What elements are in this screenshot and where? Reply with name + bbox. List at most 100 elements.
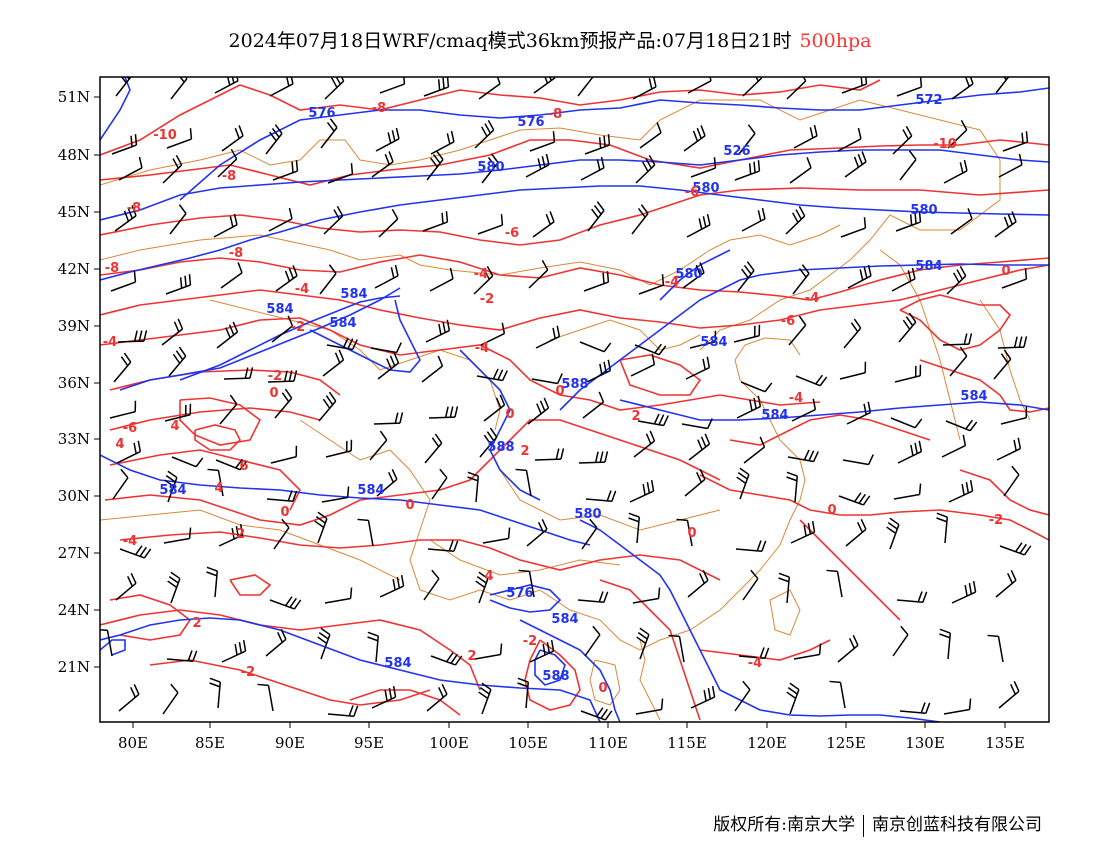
- wind-barb: [633, 430, 656, 458]
- wind-barb: [271, 315, 294, 343]
- temperature-label: -4: [665, 275, 679, 290]
- wind-barb: [113, 352, 132, 383]
- wind-barb: [998, 153, 1023, 178]
- temperature-contour: [109, 449, 301, 511]
- wind-barb: [844, 151, 867, 178]
- wind-barb: [843, 318, 862, 349]
- wind-barb: [1002, 131, 1029, 152]
- lon-tick-label: 85E: [195, 734, 225, 752]
- wind-barb: [266, 490, 298, 503]
- wind-barb: [327, 705, 359, 718]
- wind-barb: [736, 395, 762, 419]
- wind-barb: [273, 518, 290, 550]
- wind-barb: [532, 211, 555, 238]
- wind-barb: [374, 264, 399, 289]
- wind-barb: [117, 330, 148, 343]
- temperature-label: -6: [781, 314, 795, 329]
- wind-barb: [168, 346, 187, 377]
- wind-barb: [318, 391, 337, 422]
- wind-barb: [427, 540, 459, 553]
- temperature-label: -2: [989, 513, 1003, 528]
- wind-barb: [685, 356, 711, 380]
- temperature-label: 0: [280, 505, 289, 520]
- wind-barb: [837, 127, 862, 152]
- height-label: 580: [692, 181, 719, 196]
- temperature-label: -8: [127, 201, 141, 216]
- temperature-label: -4: [789, 391, 803, 406]
- wind-barb: [837, 635, 859, 663]
- lon-tick-label: 135E: [985, 734, 1025, 752]
- wind-barb: [518, 569, 535, 598]
- wind-barb: [951, 581, 977, 604]
- border-line: [299, 337, 806, 651]
- wind-barb: [220, 262, 243, 289]
- wind-barb: [170, 77, 188, 100]
- wind-barb: [326, 337, 358, 351]
- wind-barb: [894, 364, 922, 383]
- wind-barb: [474, 643, 503, 660]
- wind-barb: [743, 436, 766, 464]
- wind-barb: [474, 119, 495, 149]
- lon-tick-label: 120E: [747, 734, 787, 752]
- temperature-label: -2: [241, 665, 255, 680]
- wind-barb: [478, 682, 492, 715]
- temperature-label: 4: [484, 569, 493, 584]
- wind-barb: [636, 627, 650, 660]
- temperature-label: 6: [239, 459, 248, 474]
- wind-barb: [481, 153, 499, 184]
- lat-tick-label: 39N: [58, 317, 90, 335]
- wind-barb: [687, 77, 712, 94]
- border-line: [100, 509, 401, 581]
- height-contour: [100, 149, 1049, 221]
- wind-barb: [324, 77, 345, 100]
- wind-barb: [477, 214, 504, 235]
- wind-barb: [842, 454, 874, 466]
- wind-barb: [317, 627, 331, 660]
- height-contour: [100, 454, 591, 546]
- height-label: 588: [542, 669, 569, 684]
- pressure-level: 500hpa: [799, 30, 872, 52]
- latitude-axis: 51N 48N 45N 42N 39N 36N 33N 30N 27N 24N 21N: [58, 88, 100, 676]
- lat-tick-label: 36N: [58, 374, 90, 392]
- temperature-contour: [729, 414, 931, 446]
- wind-barb: [891, 267, 916, 292]
- wind-barb: [846, 401, 872, 425]
- lat-tick-label: 45N: [58, 203, 90, 221]
- wind-barb: [531, 373, 563, 385]
- wind-barb: [375, 127, 400, 152]
- wind-barb: [637, 413, 669, 427]
- wind-barb: [529, 640, 555, 663]
- wind-barb: [583, 271, 610, 292]
- temperature-contour: [919, 359, 1049, 413]
- wind-barb: [795, 374, 828, 387]
- temperature-label: 0: [505, 407, 514, 422]
- wind-barb: [314, 511, 328, 544]
- temperature-label: 0: [687, 526, 696, 541]
- wind-barb: [639, 122, 662, 149]
- wind-barb: [793, 643, 822, 660]
- lon-tick-label: 110E: [588, 734, 628, 752]
- lon-tick-label: 100E: [429, 734, 469, 752]
- wind-barb: [690, 157, 717, 178]
- temperature-contour: [100, 139, 1049, 186]
- wind-barb: [892, 125, 913, 155]
- wind-barb: [632, 587, 661, 604]
- wind-barb: [635, 154, 656, 184]
- copyright-text: 版权所有:南京大学: [713, 815, 855, 835]
- footer-divider: [863, 814, 864, 837]
- height-label: 526: [723, 144, 750, 159]
- wind-barb: [936, 512, 949, 544]
- wind-barbs: [100, 77, 1032, 721]
- wind-barb: [942, 333, 973, 346]
- lon-tick-label: 105E: [508, 734, 548, 752]
- height-label: 580: [574, 507, 601, 522]
- wind-barb: [668, 634, 685, 663]
- wind-barb: [582, 391, 605, 419]
- wind-barb: [586, 359, 612, 383]
- wind-barb: [577, 591, 609, 604]
- wind-barb: [682, 262, 705, 289]
- temperature-label: 0: [405, 498, 414, 513]
- height-label: 584: [761, 408, 788, 423]
- height-label: 576: [517, 115, 544, 130]
- lat-tick-label: 30N: [58, 487, 90, 505]
